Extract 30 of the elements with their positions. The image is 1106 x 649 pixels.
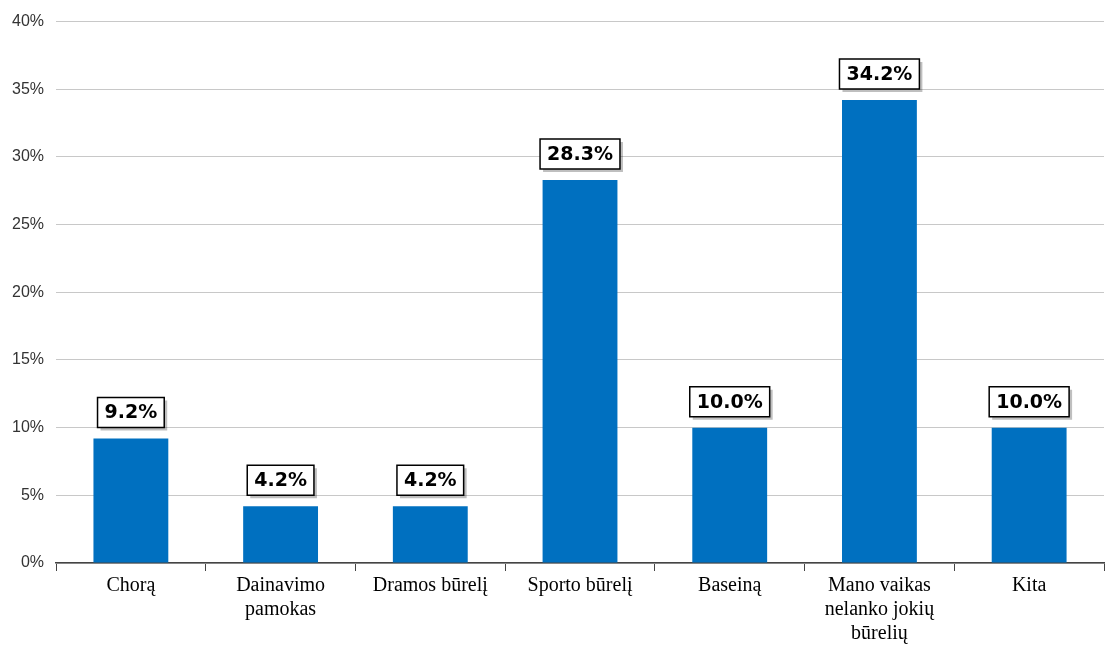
x-tick-label: Dramos būrelį — [372, 573, 489, 597]
bar — [243, 506, 319, 563]
x-tick-label: Dainavimo pamokas — [236, 573, 326, 621]
data-label: 10.0% — [696, 389, 763, 412]
y-tick-label: 15% — [11, 350, 45, 368]
bar — [692, 427, 768, 563]
x-tick-label: Kita — [1011, 573, 1047, 596]
x-tick-label: Sporto būrelį — [527, 573, 633, 597]
data-label: 10.0% — [996, 389, 1063, 412]
y-tick-label: 35% — [11, 79, 45, 97]
y-tick-label: 40% — [11, 12, 45, 30]
y-tick-label: 30% — [11, 147, 45, 165]
y-tick-label: 0% — [20, 553, 45, 571]
data-label: 4.2% — [403, 468, 457, 491]
bar — [542, 179, 618, 563]
data-label: 4.2% — [254, 468, 307, 491]
bar — [392, 506, 468, 563]
x-tick-label: Baseiną — [698, 573, 763, 597]
y-tick-label: 20% — [11, 282, 45, 300]
bar — [842, 100, 917, 563]
y-tick-label: 5% — [20, 485, 45, 503]
y-tick-label: 25% — [11, 215, 45, 233]
y-tick-label: 10% — [11, 418, 45, 436]
bar — [93, 438, 169, 563]
data-label: 28.3% — [547, 141, 613, 164]
bar — [991, 427, 1067, 563]
data-label: 34.2% — [846, 62, 913, 85]
x-tick-label: Mano vaikas nelanko jokių būrelių — [824, 573, 936, 645]
data-label: 9.2% — [104, 400, 158, 423]
x-tick-label: Chorą — [106, 573, 157, 597]
